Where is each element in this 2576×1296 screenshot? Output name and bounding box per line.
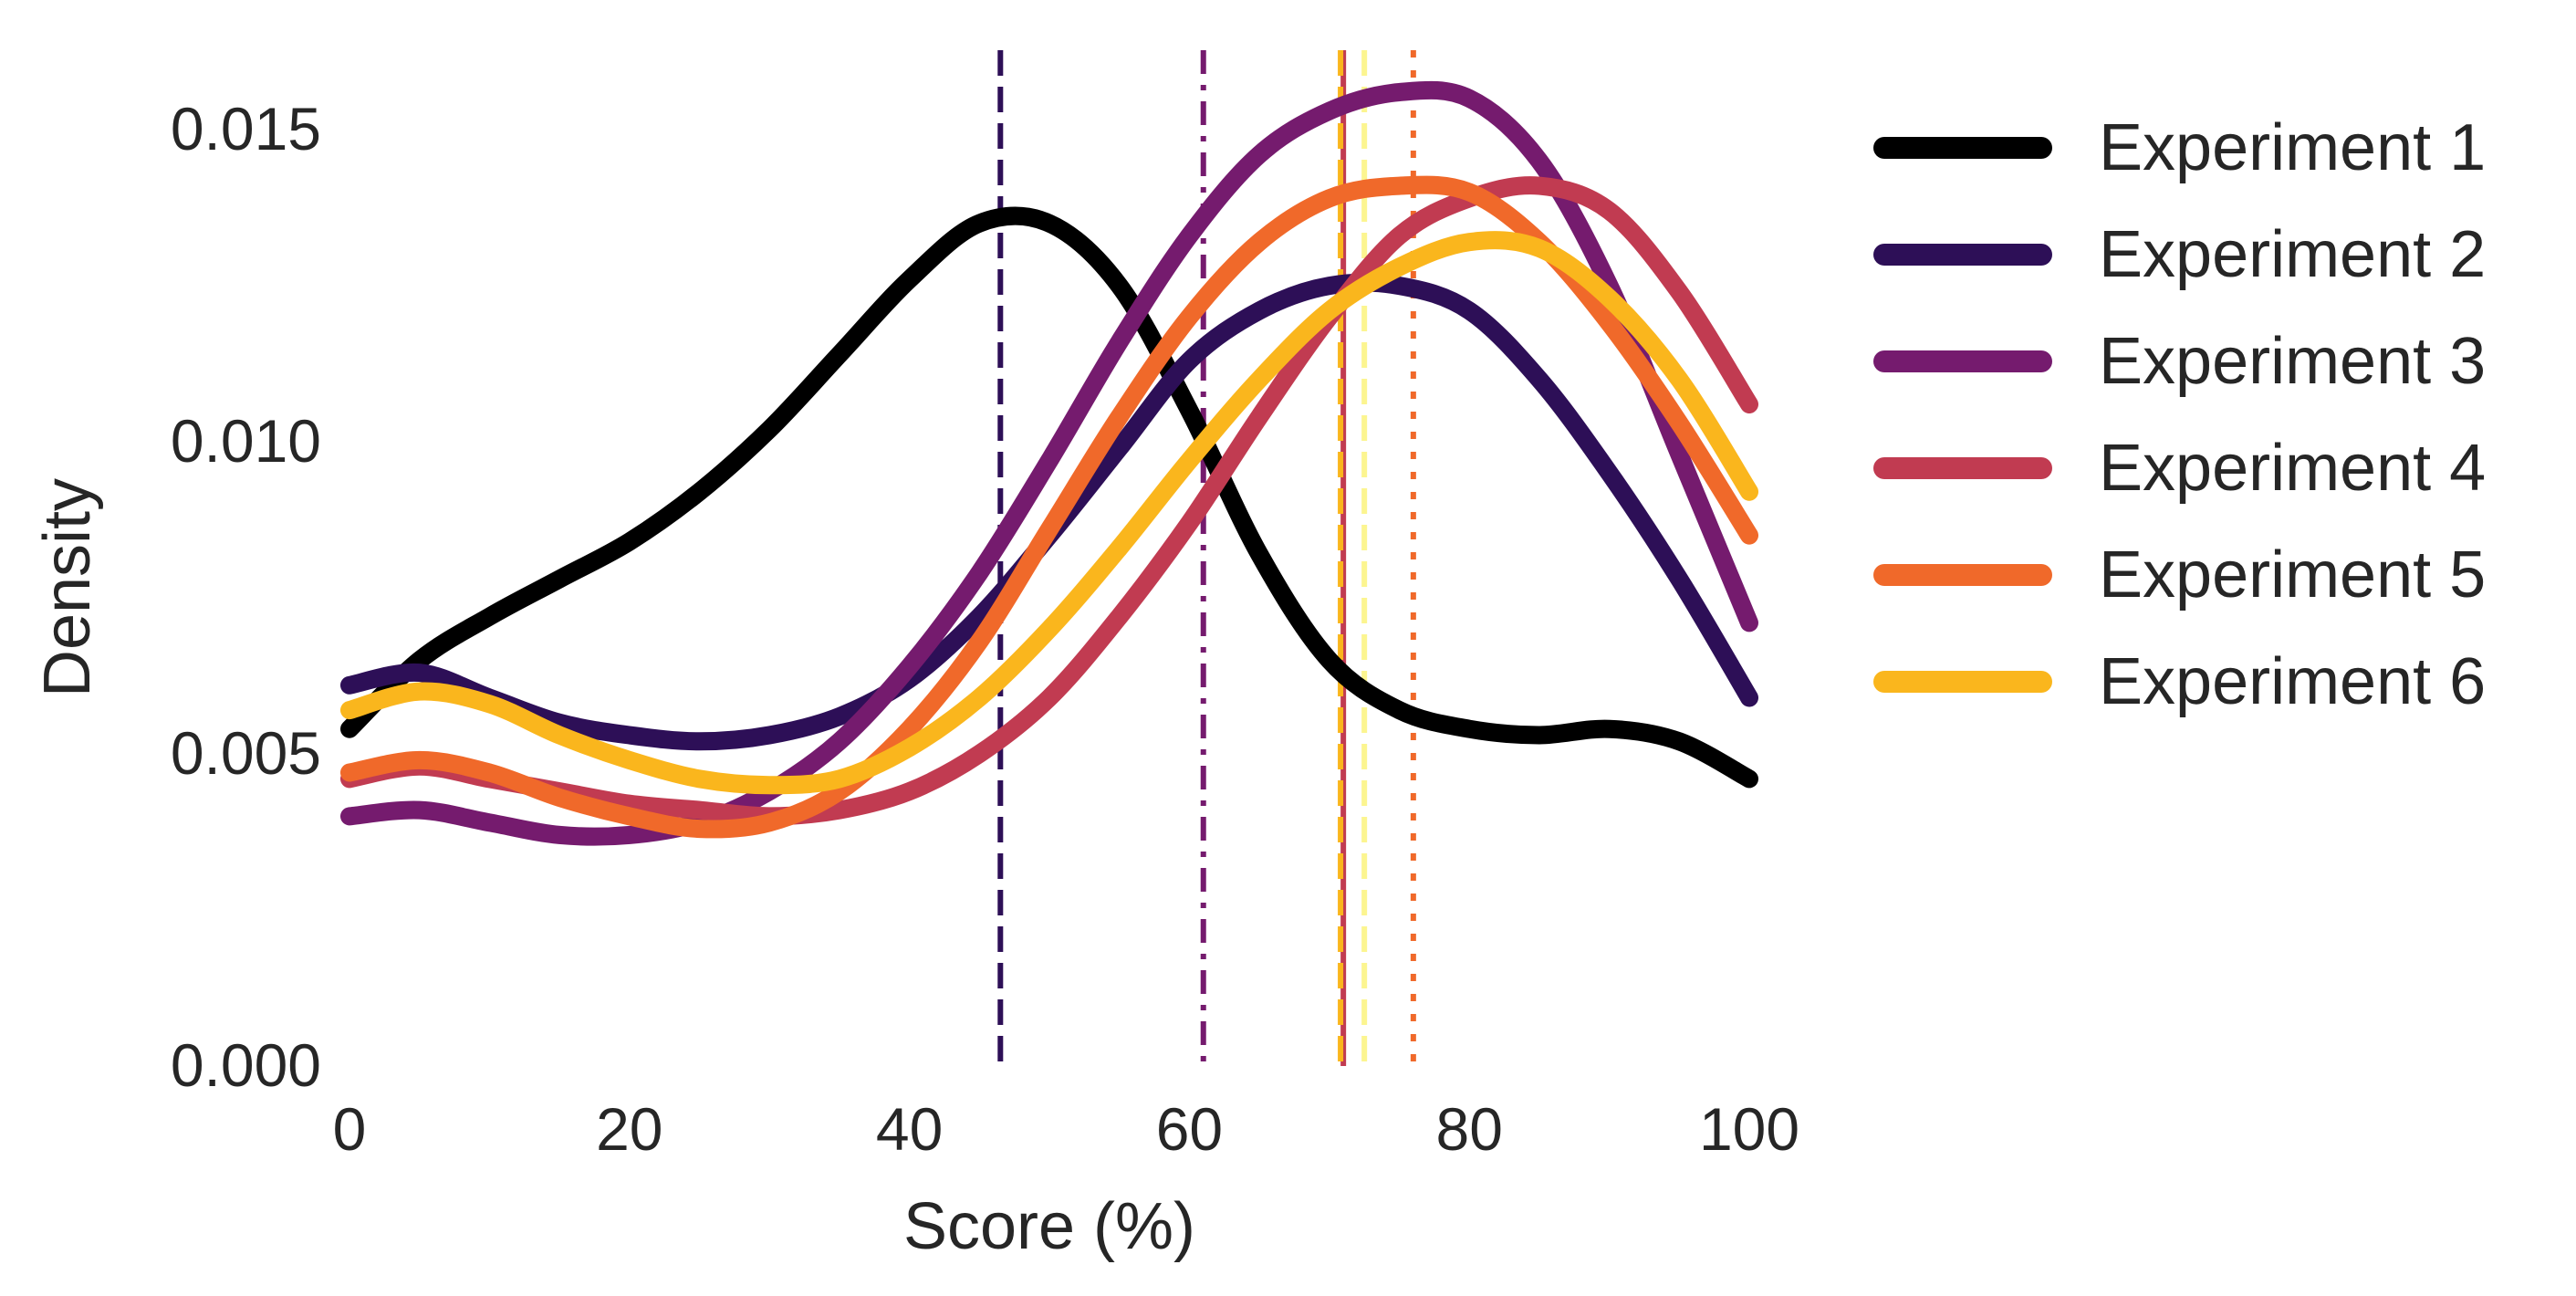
y-tick-label: 0.000 bbox=[171, 1031, 321, 1099]
legend-label-experiment-3: Experiment 3 bbox=[2099, 325, 2486, 398]
legend-label-experiment-2: Experiment 2 bbox=[2099, 218, 2486, 291]
density-curves bbox=[340, 80, 1758, 846]
x-tick-label: 80 bbox=[1435, 1095, 1502, 1163]
x-tick-label: 60 bbox=[1156, 1095, 1223, 1163]
density-curve-experiment-3 bbox=[340, 80, 1758, 846]
x-tick-label: 0 bbox=[333, 1095, 367, 1163]
legend-label-experiment-6: Experiment 6 bbox=[2099, 645, 2486, 718]
y-tick-label: 0.005 bbox=[171, 719, 321, 787]
density-curve-experiment-4 bbox=[340, 176, 1758, 826]
y-tick-label: 0.015 bbox=[171, 95, 321, 162]
density-curve-experiment-2 bbox=[340, 273, 1758, 751]
legend-label-experiment-5: Experiment 5 bbox=[2099, 538, 2486, 611]
x-tick-label: 40 bbox=[876, 1095, 943, 1163]
density-curve-experiment-1 bbox=[340, 206, 1758, 789]
density-curve-experiment-6 bbox=[340, 231, 1758, 795]
legend-label-experiment-4: Experiment 4 bbox=[2099, 432, 2486, 505]
tick-labels: 0 20 40 60 80 100 0.000 0.005 0.010 0.015 bbox=[171, 95, 1799, 1163]
x-tick-label: 100 bbox=[1699, 1095, 1799, 1163]
legend-label-experiment-1: Experiment 1 bbox=[2099, 111, 2486, 184]
y-axis-label: Density bbox=[31, 478, 104, 697]
y-tick-label: 0.010 bbox=[171, 407, 321, 475]
legend: Experiment 1 Experiment 2 Experiment 3 Expe… bbox=[1873, 111, 2486, 718]
x-tick-label: 20 bbox=[596, 1095, 662, 1163]
x-axis-label: Score (%) bbox=[903, 1190, 1195, 1263]
